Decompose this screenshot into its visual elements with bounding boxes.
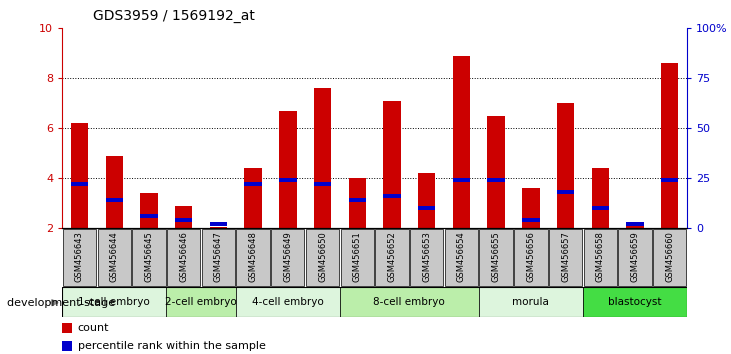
Text: GSM456654: GSM456654 — [457, 231, 466, 282]
FancyBboxPatch shape — [583, 229, 617, 286]
Text: GSM456647: GSM456647 — [214, 231, 223, 282]
Bar — [591, 169, 609, 228]
Text: percentile rank within the sample: percentile rank within the sample — [77, 341, 265, 351]
Text: 4-cell embryo: 4-cell embryo — [252, 297, 324, 307]
Text: GSM456652: GSM456652 — [387, 231, 396, 282]
FancyBboxPatch shape — [514, 229, 548, 286]
Text: GSM456653: GSM456653 — [423, 231, 431, 282]
FancyBboxPatch shape — [479, 287, 583, 317]
FancyBboxPatch shape — [167, 287, 235, 317]
FancyBboxPatch shape — [410, 229, 444, 286]
Bar — [71, 182, 88, 186]
Bar — [71, 123, 88, 228]
Bar — [522, 188, 539, 228]
Text: GSM456645: GSM456645 — [145, 231, 154, 282]
Bar — [591, 206, 609, 210]
Text: GSM456659: GSM456659 — [631, 231, 640, 282]
FancyBboxPatch shape — [97, 229, 131, 286]
Bar — [557, 103, 575, 228]
FancyBboxPatch shape — [340, 287, 479, 317]
FancyBboxPatch shape — [235, 287, 340, 317]
FancyBboxPatch shape — [62, 287, 167, 317]
FancyBboxPatch shape — [375, 229, 409, 286]
Bar — [418, 173, 436, 228]
Bar — [383, 101, 401, 228]
Bar — [452, 56, 470, 228]
Bar — [557, 190, 575, 194]
FancyBboxPatch shape — [271, 229, 305, 286]
Bar — [522, 218, 539, 222]
Text: count: count — [77, 323, 109, 333]
FancyBboxPatch shape — [549, 229, 583, 286]
FancyBboxPatch shape — [653, 229, 686, 286]
Bar — [244, 169, 262, 228]
FancyBboxPatch shape — [236, 229, 270, 286]
Bar — [661, 63, 678, 228]
Bar — [314, 88, 331, 228]
Bar — [661, 178, 678, 182]
Bar — [626, 223, 644, 228]
FancyBboxPatch shape — [480, 229, 513, 286]
Text: development stage: development stage — [7, 298, 115, 308]
Text: morula: morula — [512, 297, 549, 307]
Bar — [140, 215, 158, 218]
FancyBboxPatch shape — [583, 287, 687, 317]
Bar — [383, 194, 401, 198]
Bar — [279, 178, 297, 182]
Bar — [140, 193, 158, 228]
Text: GSM456649: GSM456649 — [284, 231, 292, 282]
Bar — [105, 156, 123, 228]
Text: GSM456651: GSM456651 — [353, 231, 362, 282]
Text: GSM456644: GSM456644 — [110, 231, 118, 282]
Bar — [175, 218, 192, 222]
Text: GSM456646: GSM456646 — [179, 231, 188, 282]
FancyBboxPatch shape — [63, 229, 96, 286]
Text: GSM456657: GSM456657 — [561, 231, 570, 282]
FancyBboxPatch shape — [167, 229, 200, 286]
Text: 8-cell embryo: 8-cell embryo — [374, 297, 445, 307]
FancyBboxPatch shape — [306, 229, 339, 286]
Bar — [452, 178, 470, 182]
Bar — [488, 116, 505, 228]
Bar — [105, 199, 123, 202]
Text: 1-cell embryo: 1-cell embryo — [78, 297, 150, 307]
FancyBboxPatch shape — [202, 229, 235, 286]
Bar — [62, 323, 72, 333]
FancyBboxPatch shape — [444, 229, 478, 286]
Bar — [488, 178, 505, 182]
Bar — [279, 111, 297, 228]
Text: blastocyst: blastocyst — [608, 297, 662, 307]
Bar — [175, 206, 192, 228]
Bar — [349, 199, 366, 202]
Bar — [210, 227, 227, 228]
Text: GSM456650: GSM456650 — [318, 231, 327, 282]
Text: GSM456660: GSM456660 — [665, 231, 674, 282]
Bar — [349, 178, 366, 228]
Text: 2-cell embryo: 2-cell embryo — [165, 297, 237, 307]
FancyBboxPatch shape — [341, 229, 374, 286]
Bar — [244, 182, 262, 186]
Text: GSM456656: GSM456656 — [526, 231, 535, 282]
FancyBboxPatch shape — [618, 229, 652, 286]
Text: GSM456658: GSM456658 — [596, 231, 605, 282]
Bar — [418, 206, 436, 210]
Text: GSM456648: GSM456648 — [249, 231, 257, 282]
Bar — [314, 182, 331, 186]
Bar — [210, 222, 227, 226]
Text: GDS3959 / 1569192_at: GDS3959 / 1569192_at — [94, 9, 255, 23]
Bar — [626, 222, 644, 226]
Bar — [62, 341, 72, 351]
FancyBboxPatch shape — [132, 229, 166, 286]
Text: GSM456643: GSM456643 — [75, 231, 84, 282]
Text: GSM456655: GSM456655 — [492, 231, 501, 282]
